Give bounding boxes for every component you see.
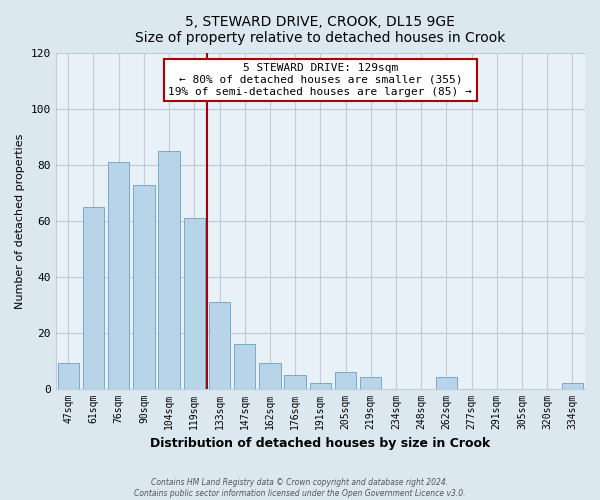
- Bar: [133, 184, 155, 388]
- Bar: [158, 151, 180, 388]
- Bar: [284, 374, 306, 388]
- Bar: [436, 378, 457, 388]
- Y-axis label: Number of detached properties: Number of detached properties: [15, 133, 25, 308]
- Bar: [335, 372, 356, 388]
- Bar: [562, 383, 583, 388]
- Bar: [310, 383, 331, 388]
- Bar: [259, 364, 281, 388]
- Text: Contains HM Land Registry data © Crown copyright and database right 2024.
Contai: Contains HM Land Registry data © Crown c…: [134, 478, 466, 498]
- Bar: [360, 378, 382, 388]
- Bar: [108, 162, 130, 388]
- Text: 5 STEWARD DRIVE: 129sqm
← 80% of detached houses are smaller (355)
19% of semi-d: 5 STEWARD DRIVE: 129sqm ← 80% of detache…: [169, 64, 472, 96]
- Bar: [184, 218, 205, 388]
- Bar: [209, 302, 230, 388]
- X-axis label: Distribution of detached houses by size in Crook: Distribution of detached houses by size …: [150, 437, 490, 450]
- Title: 5, STEWARD DRIVE, CROOK, DL15 9GE
Size of property relative to detached houses i: 5, STEWARD DRIVE, CROOK, DL15 9GE Size o…: [135, 15, 506, 45]
- Bar: [234, 344, 256, 389]
- Bar: [58, 364, 79, 388]
- Bar: [83, 207, 104, 388]
